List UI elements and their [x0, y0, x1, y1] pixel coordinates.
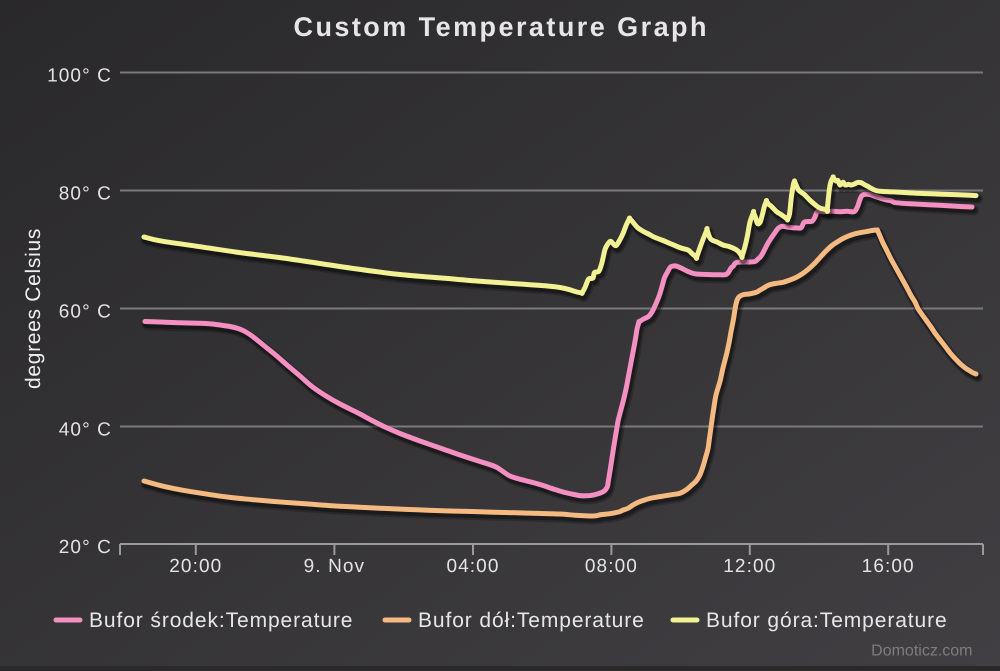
svg-text:16:00: 16:00	[862, 556, 915, 577]
svg-text:Bufor góra:Temperature: Bufor góra:Temperature	[706, 609, 948, 632]
svg-text:degrees Celsius: degrees Celsius	[22, 228, 45, 389]
svg-text:20° C: 20° C	[59, 537, 112, 558]
svg-text:20:00: 20:00	[169, 556, 222, 577]
svg-text:9. Nov: 9. Nov	[304, 556, 366, 577]
svg-text:80° C: 80° C	[59, 184, 112, 205]
svg-text:40° C: 40° C	[59, 420, 112, 441]
svg-text:Custom Temperature Graph: Custom Temperature Graph	[294, 12, 707, 42]
svg-text:Bufor środek:Temperature: Bufor środek:Temperature	[89, 609, 353, 632]
svg-text:08:00: 08:00	[585, 556, 638, 577]
svg-text:60° C: 60° C	[59, 302, 112, 323]
svg-text:Domoticz.com: Domoticz.com	[871, 643, 972, 660]
svg-text:12:00: 12:00	[723, 556, 776, 577]
svg-text:Bufor dół:Temperature: Bufor dół:Temperature	[418, 609, 645, 632]
svg-text:04:00: 04:00	[446, 556, 499, 577]
svg-text:100° C: 100° C	[47, 66, 112, 87]
